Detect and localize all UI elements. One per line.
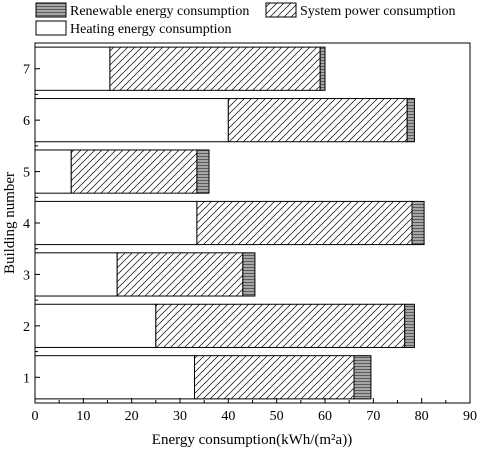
bar-3-series-2 <box>242 252 256 297</box>
y-axis: 1 2 3 4 5 6 7 <box>23 42 40 404</box>
y-tick-label-7: 7 <box>23 63 30 78</box>
bar-4-series-1 <box>196 200 413 246</box>
x-tick-label-0: 0 <box>32 409 39 424</box>
bar-7-series-1 <box>109 46 321 91</box>
bar-3-series-1 <box>116 252 244 297</box>
x-axis-title: Energy consumption(kWh/(m²a)) <box>152 432 352 448</box>
bar-4-series-0 <box>34 200 198 246</box>
bar-3-series-0 <box>34 252 118 297</box>
bar-5-series-2 <box>196 149 210 194</box>
y-tick-label-6: 6 <box>23 114 30 129</box>
bar-1-series-0 <box>34 355 195 400</box>
bar-7-series-0 <box>34 46 111 91</box>
x-tick-label-80: 80 <box>415 409 429 424</box>
x-axis: 0 10 20 30 40 50 60 70 80 90 <box>32 398 477 424</box>
y-tick-label-4: 4 <box>23 217 30 232</box>
bar-6-series-0 <box>34 98 229 143</box>
x-tick-label-70: 70 <box>366 409 380 424</box>
bar-5-series-1 <box>70 149 198 194</box>
y-tick-label-1: 1 <box>23 371 30 386</box>
legend-swatch-2 <box>35 20 67 36</box>
x-tick-label-10: 10 <box>76 409 90 424</box>
x-tick-label-40: 40 <box>221 409 235 424</box>
y-tick-label-5: 5 <box>23 166 30 181</box>
x-tick-label-90: 90 <box>463 409 477 424</box>
x-tick-label-50: 50 <box>270 409 284 424</box>
bar-2-series-0 <box>34 303 157 348</box>
legend-swatch-0 <box>35 2 67 18</box>
bar-2-series-1 <box>155 303 406 348</box>
bar-6-series-1 <box>227 98 408 143</box>
bar-6-series-2 <box>406 98 415 143</box>
legend-label-1: System power consumption <box>300 4 456 19</box>
y-tick-label-2: 2 <box>23 320 30 335</box>
y-axis-title: Building number <box>2 172 18 274</box>
x-tick-label-60: 60 <box>318 409 332 424</box>
x-tick-label-30: 30 <box>173 409 187 424</box>
x-tick-label-20: 20 <box>125 409 139 424</box>
legend: Renewable energy consumption System power… <box>35 2 456 37</box>
legend-label-2: Heating energy consumption <box>70 22 232 37</box>
bar-5-series-0 <box>34 149 72 194</box>
bar-1-series-2 <box>353 355 372 400</box>
bar-7-series-2 <box>319 46 326 91</box>
legend-swatch-1 <box>265 2 297 18</box>
bar-2-series-2 <box>404 303 415 348</box>
bars <box>34 46 425 400</box>
legend-label-0: Renewable energy consumption <box>70 4 249 19</box>
bar-1-series-1 <box>194 355 355 400</box>
bar-4-series-2 <box>411 200 425 246</box>
y-tick-label-3: 3 <box>23 268 30 283</box>
